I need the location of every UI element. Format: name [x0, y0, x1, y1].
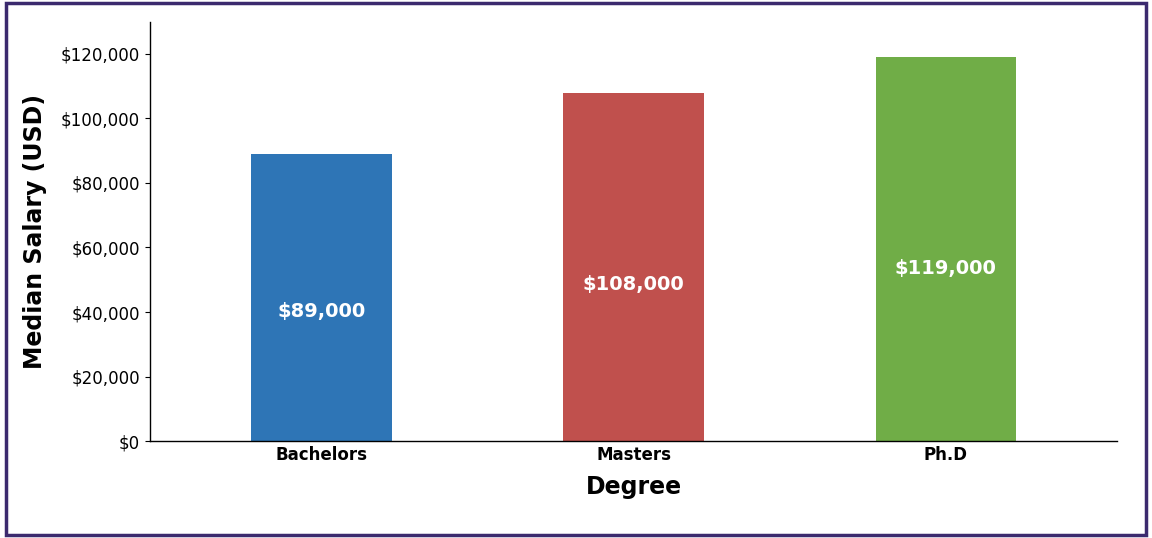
Y-axis label: Median Salary (USD): Median Salary (USD): [23, 94, 47, 369]
Text: $108,000: $108,000: [583, 275, 684, 294]
Bar: [876, 57, 1016, 441]
Text: $89,000: $89,000: [278, 302, 365, 321]
Bar: [251, 154, 392, 441]
Text: $119,000: $119,000: [895, 259, 996, 278]
X-axis label: Degree: Degree: [585, 475, 682, 499]
Bar: [563, 93, 704, 441]
